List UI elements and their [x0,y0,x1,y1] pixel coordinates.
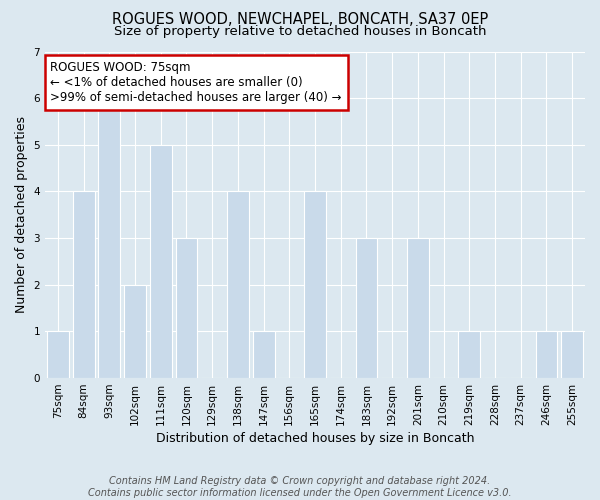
Bar [150,145,172,378]
Bar [304,192,326,378]
Bar [176,238,197,378]
Text: Size of property relative to detached houses in Boncath: Size of property relative to detached ho… [114,25,486,38]
Text: Contains HM Land Registry data © Crown copyright and database right 2024.
Contai: Contains HM Land Registry data © Crown c… [88,476,512,498]
Bar [98,98,120,378]
Bar [536,332,557,378]
Bar [124,285,146,378]
X-axis label: Distribution of detached houses by size in Boncath: Distribution of detached houses by size … [156,432,474,445]
Bar [458,332,480,378]
Bar [407,238,429,378]
Text: ROGUES WOOD: 75sqm
← <1% of detached houses are smaller (0)
>99% of semi-detache: ROGUES WOOD: 75sqm ← <1% of detached hou… [50,62,342,104]
Bar [253,332,275,378]
Bar [356,238,377,378]
Bar [47,332,69,378]
Bar [561,332,583,378]
Y-axis label: Number of detached properties: Number of detached properties [15,116,28,314]
Bar [227,192,249,378]
Bar [73,192,95,378]
Text: ROGUES WOOD, NEWCHAPEL, BONCATH, SA37 0EP: ROGUES WOOD, NEWCHAPEL, BONCATH, SA37 0E… [112,12,488,28]
